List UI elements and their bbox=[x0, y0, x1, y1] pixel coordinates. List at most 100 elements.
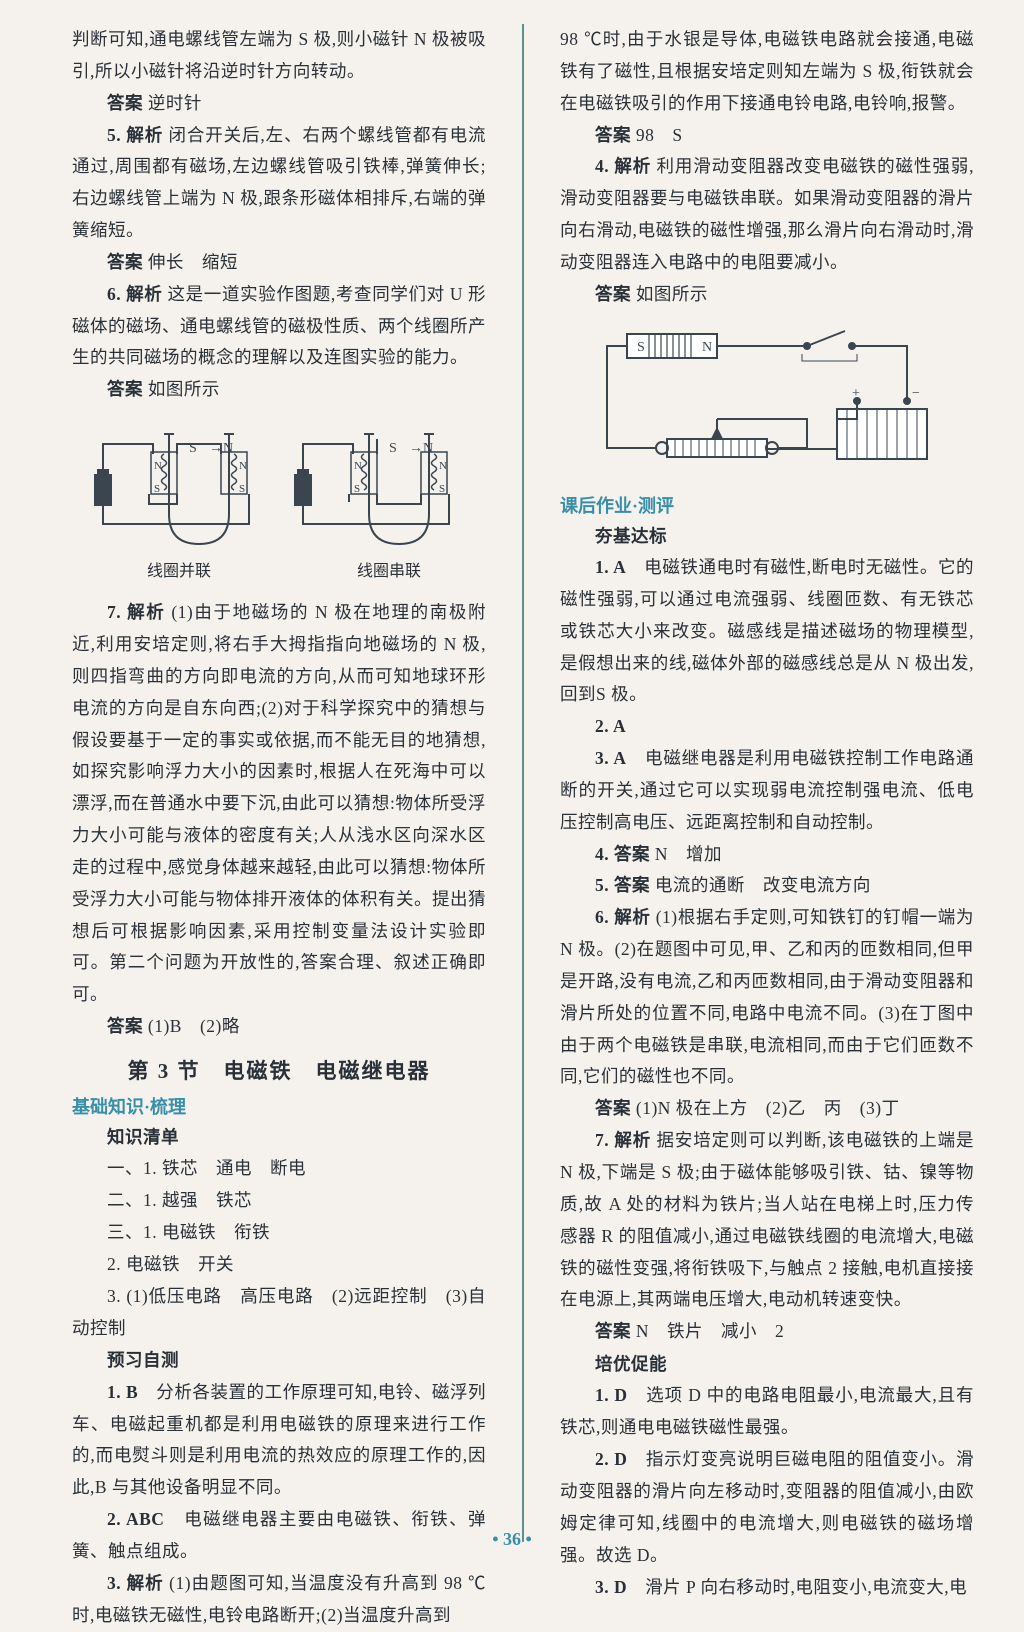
category-basics: 基础知识·梳理 bbox=[72, 1093, 486, 1119]
right-column: 98 ℃时,由于水银是导体,电磁铁电路就会接通,电磁铁有了磁性,且根据安培定则知… bbox=[552, 24, 974, 1542]
k5: 3. (1)低压电路 高压电路 (2)远距控制 (3)自动控制 bbox=[72, 1281, 486, 1345]
svg-text:S: S bbox=[389, 441, 397, 456]
q-label: 1. A bbox=[595, 557, 626, 577]
ans-label: 答案 bbox=[595, 1098, 631, 1118]
left-p3: 6. 解析 这是一道实验作图题,考查同学们对 U 形磁体的磁场、通电螺线管的磁极… bbox=[72, 279, 486, 375]
sub-peiyou: 培优促能 bbox=[560, 1348, 974, 1380]
ans-label: 答案 bbox=[107, 93, 143, 113]
caption-series: 线圈串联 bbox=[357, 562, 421, 580]
left-ans3: 答案 如图所示 bbox=[72, 374, 486, 406]
diagram-1: S →N N S N S bbox=[72, 414, 486, 589]
ans-label: 答案 bbox=[595, 125, 631, 145]
q-text: 据安培定则可以判断,该电磁铁的上端是 N 极,下端是 S 极;由于磁体能够吸引铁… bbox=[560, 1130, 974, 1309]
ans-text: 逆时针 bbox=[143, 93, 202, 113]
r-q4: 4. 答案 N 增加 bbox=[560, 839, 974, 871]
r-q6: 6. 解析 (1)根据右手定则,可知铁钉的钉帽一端为 N 极。(2)在题图中可见… bbox=[560, 902, 974, 1093]
page-number: • 36 • bbox=[0, 1529, 1024, 1550]
q-label: 6. 解析 bbox=[107, 284, 162, 304]
diagram-2: S N bbox=[560, 319, 974, 484]
n-label: N bbox=[702, 340, 712, 355]
ans-text: 如图所示 bbox=[143, 379, 220, 399]
dot-icon: • bbox=[492, 1529, 498, 1549]
caption-parallel: 线圈并联 bbox=[147, 562, 211, 580]
ans-text: 如图所示 bbox=[631, 284, 708, 304]
q-label: 2. D bbox=[595, 1449, 627, 1469]
q-label: 6. 解析 bbox=[595, 907, 651, 927]
svg-text:S: S bbox=[239, 483, 245, 495]
r-po1: 1. D 选项 D 中的电路电阻最小,电流最大,且有铁芯,则通电电磁铁磁性最强。 bbox=[560, 1380, 974, 1444]
svg-text:S: S bbox=[154, 483, 160, 495]
right-ans1: 答案 98 S bbox=[560, 120, 974, 152]
r-ans6: 答案 (1)N 极在上方 (2)乙 丙 (3)丁 bbox=[560, 1093, 974, 1125]
left-p4: 7. 解析 (1)由于地磁场的 N 极在地理的南极附近,利用安培定则,将右手大拇… bbox=[72, 597, 486, 1011]
coil-diagram-svg: S →N N S N S bbox=[79, 414, 479, 584]
left-ans2: 答案 伸长 缩短 bbox=[72, 247, 486, 279]
q-label: 5. 答案 bbox=[595, 875, 650, 895]
sub-preview: 预习自测 bbox=[72, 1344, 486, 1376]
svg-text:S: S bbox=[439, 483, 445, 495]
r-q1: 1. A 电磁铁通电时有磁性,断电时无磁性。它的磁性强弱,可以通过电流强弱、线圈… bbox=[560, 552, 974, 711]
r-po2: 2. D 指示灯变亮说明巨磁电阻的阻值变小。滑动变阻器的滑片向左移动时,变阻器的… bbox=[560, 1444, 974, 1571]
q-label: 5. 解析 bbox=[107, 125, 163, 145]
q-label: 1. D bbox=[595, 1385, 628, 1405]
q-label: 2. ABC bbox=[107, 1509, 164, 1529]
page-num-value: 36 bbox=[503, 1529, 521, 1549]
q-label: 4. 答案 bbox=[595, 844, 650, 864]
dot-icon: • bbox=[526, 1529, 532, 1549]
ans-text: 98 S bbox=[631, 125, 683, 145]
q-text: (1)根据右手定则,可知铁钉的钉帽一端为 N 极。(2)在题图中可见,甲、乙和丙… bbox=[560, 907, 974, 1086]
q-text: 电磁铁通电时有磁性,断电时无磁性。它的磁性强弱,可以通过电流强弱、线圈匝数、有无… bbox=[560, 557, 974, 704]
q-text: N 增加 bbox=[650, 844, 722, 864]
ans-text: (1)B (2)略 bbox=[143, 1016, 240, 1036]
svg-text:N: N bbox=[154, 460, 162, 472]
circuit-diagram-svg: S N bbox=[587, 319, 947, 479]
ans-label: 答案 bbox=[107, 252, 143, 272]
ans-label: 答案 bbox=[107, 1016, 143, 1036]
svg-text:N: N bbox=[239, 460, 247, 472]
sub-knowledge: 知识清单 bbox=[72, 1121, 486, 1153]
q-label: 3. D bbox=[595, 1577, 627, 1597]
ans-label: 答案 bbox=[595, 284, 631, 304]
q-label: 4. 解析 bbox=[595, 156, 651, 176]
q-label: 3. A bbox=[595, 748, 626, 768]
q-label: 3. 解析 bbox=[107, 1573, 164, 1593]
ans-text: N 铁片 减小 2 bbox=[631, 1321, 784, 1341]
q-text: 电流的通断 改变电流方向 bbox=[650, 875, 871, 895]
section-title: 第 3 节 电磁铁 电磁继电器 bbox=[72, 1055, 486, 1085]
left-p2: 5. 解析 闭合开关后,左、右两个螺线管都有电流通过,周围都有磁场,左边螺线管吸… bbox=[72, 120, 486, 247]
svg-text:S: S bbox=[354, 483, 360, 495]
ans-text: 伸长 缩短 bbox=[143, 252, 238, 272]
r-q5: 5. 答案 电流的通断 改变电流方向 bbox=[560, 870, 974, 902]
left-p1: 判断可知,通电螺线管左端为 S 极,则小磁针 N 极被吸引,所以小磁针将沿逆时针… bbox=[72, 24, 486, 88]
column-divider bbox=[522, 24, 524, 1542]
k4: 2. 电磁铁 开关 bbox=[72, 1249, 486, 1281]
r-ans7: 答案 N 铁片 减小 2 bbox=[560, 1316, 974, 1348]
page-container: 判断可知,通电螺线管左端为 S 极,则小磁针 N 极被吸引,所以小磁针将沿逆时针… bbox=[0, 0, 1024, 1562]
r-po3: 3. D 滑片 P 向右移动时,电阻变小,电流变大,电 bbox=[560, 1572, 974, 1604]
left-ans4: 答案 (1)B (2)略 bbox=[72, 1011, 486, 1043]
ans-label: 答案 bbox=[107, 379, 143, 399]
svg-text:N: N bbox=[354, 460, 362, 472]
pre1: 1. B 分析各装置的工作原理可知,电铃、磁浮列车、电磁起重机都是利用电磁铁的原… bbox=[72, 1377, 486, 1504]
k2: 二、1. 越强 铁芯 bbox=[72, 1185, 486, 1217]
svg-text:+: + bbox=[852, 386, 860, 401]
s-label: S bbox=[637, 340, 645, 355]
r-q7: 7. 解析 据安培定则可以判断,该电磁铁的上端是 N 极,下端是 S 极;由于磁… bbox=[560, 1125, 974, 1316]
sub-hangji: 夯基达标 bbox=[560, 520, 974, 552]
left-ans1: 答案 逆时针 bbox=[72, 88, 486, 120]
pre3: 3. 解析 (1)由题图可知,当温度没有升高到 98 ℃ 时,电磁铁无磁性,电铃… bbox=[72, 1568, 486, 1632]
q-label: 7. 解析 bbox=[107, 602, 165, 622]
q-label: 7. 解析 bbox=[595, 1130, 651, 1150]
r-q2: 2. A bbox=[560, 711, 974, 743]
ans-text: (1)N 极在上方 (2)乙 丙 (3)丁 bbox=[631, 1098, 900, 1118]
k1: 一、1. 铁芯 通电 断电 bbox=[72, 1153, 486, 1185]
svg-text:N: N bbox=[439, 460, 447, 472]
right-p1: 98 ℃时,由于水银是导体,电磁铁电路就会接通,电磁铁有了磁性,且根据安培定则知… bbox=[560, 24, 974, 120]
q-text: 滑片 P 向右移动时,电阻变小,电流变大,电 bbox=[627, 1577, 967, 1597]
r-q3: 3. A 电磁继电器是利用电磁铁控制工作电路通断的开关,通过它可以实现弱电流控制… bbox=[560, 743, 974, 839]
left-column: 判断可知,通电螺线管左端为 S 极,则小磁针 N 极被吸引,所以小磁针将沿逆时针… bbox=[72, 24, 494, 1542]
right-ans2: 答案 如图所示 bbox=[560, 279, 974, 311]
q-text: (1)由于地磁场的 N 极在地理的南极附近,利用安培定则,将右手大拇指指向地磁场… bbox=[72, 602, 486, 1004]
ans-label: 答案 bbox=[595, 1321, 631, 1341]
category-afterclass: 课后作业·测评 bbox=[560, 492, 974, 518]
